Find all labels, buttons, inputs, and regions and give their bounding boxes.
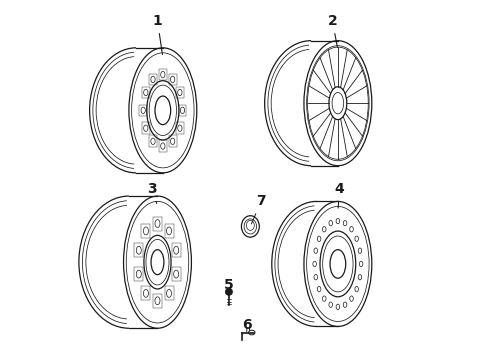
Text: 4: 4 [335, 182, 344, 208]
Bar [176, 122, 184, 134]
Bar [149, 135, 157, 147]
Bar [169, 135, 176, 147]
Text: 3: 3 [147, 182, 157, 203]
Bar [159, 140, 167, 152]
Bar [172, 243, 181, 257]
Bar [172, 267, 181, 281]
Bar [159, 69, 167, 80]
Text: 7: 7 [251, 194, 266, 224]
Text: 2: 2 [328, 14, 338, 47]
Bar [179, 104, 186, 116]
Text: 1: 1 [152, 14, 162, 54]
Bar [165, 286, 173, 301]
Bar [176, 87, 184, 98]
Bar [142, 122, 149, 134]
Bar [169, 73, 176, 85]
Bar [153, 294, 162, 308]
Bar [153, 216, 162, 231]
Bar [142, 87, 149, 98]
Bar [139, 104, 147, 116]
Bar [134, 267, 143, 281]
Bar [142, 224, 150, 238]
Bar [142, 286, 150, 301]
Circle shape [225, 288, 232, 296]
Bar [149, 73, 157, 85]
Text: 5: 5 [224, 278, 234, 296]
Bar [165, 224, 173, 238]
Text: 6: 6 [242, 318, 251, 332]
Bar [134, 243, 143, 257]
